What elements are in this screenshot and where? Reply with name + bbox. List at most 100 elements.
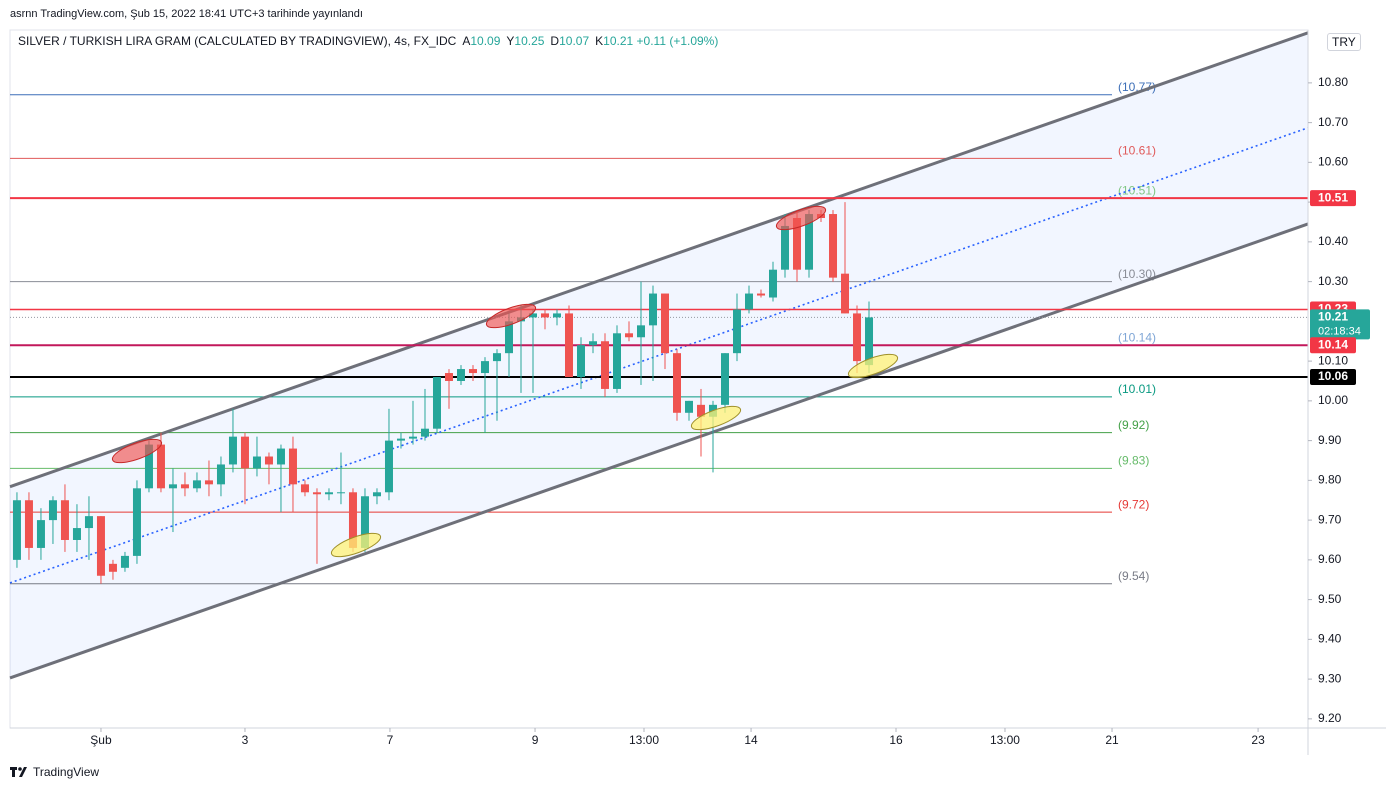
candle-body: [60, 500, 69, 540]
candle-body: [853, 313, 862, 362]
highlight-ellipse: [775, 205, 827, 231]
candle-body: [252, 456, 261, 469]
price-tag-label: 10.51: [1318, 190, 1348, 204]
candle-body: [564, 313, 573, 378]
candle-body: [384, 440, 393, 493]
ohlc-value: 10.09: [470, 34, 501, 48]
y-tick-label: 10.70: [1318, 115, 1348, 129]
candle-body: [456, 369, 465, 381]
candle-body: [769, 269, 778, 298]
candle-body: [108, 563, 117, 572]
candle-body: [180, 484, 189, 489]
x-tick-label: 7: [387, 733, 394, 747]
candle-body: [132, 488, 141, 556]
change: +0.11 (+1.09%): [636, 34, 719, 48]
ohlc-value: 10.07: [559, 34, 590, 48]
y-tick-label: 10.00: [1318, 393, 1348, 407]
candle-body: [841, 273, 850, 314]
y-tick-label: 10.60: [1318, 155, 1348, 169]
highlights: [111, 205, 899, 558]
candle-body: [144, 444, 153, 489]
currency-button[interactable]: TRY: [1327, 33, 1361, 51]
candle-body: [360, 496, 369, 548]
y-tick-label: 9.60: [1318, 552, 1342, 566]
candle-body: [204, 480, 213, 485]
highlight-ellipse: [847, 353, 899, 379]
candle-body: [600, 341, 609, 389]
price-tag: [1310, 190, 1356, 207]
candle-body: [492, 353, 501, 362]
candle-body: [648, 293, 657, 326]
y-tick-label: 10.30: [1318, 274, 1348, 288]
logo: [10, 767, 27, 777]
candle-body: [636, 325, 645, 338]
candle-body: [528, 313, 537, 318]
candle-body: [480, 361, 489, 374]
candle-body: [805, 214, 814, 270]
x-tick-label: 9: [532, 733, 539, 747]
candle-body: [865, 317, 874, 366]
highlight-ellipse: [111, 438, 163, 464]
candle-body: [733, 309, 742, 354]
candle-body: [588, 341, 597, 346]
candle-body: [685, 400, 694, 413]
y-tick-label: 9.80: [1318, 473, 1342, 487]
candle-body: [192, 480, 201, 489]
level-label: (10.51): [1118, 183, 1156, 197]
candle-body: [300, 484, 309, 493]
footer-brand: TradingView: [33, 765, 100, 779]
x-tick-label: 13:00: [990, 733, 1020, 747]
publisher: asrnn TradingView.com, Şub 15, 2022 18:4…: [10, 8, 363, 20]
y-tick-label: 9.20: [1318, 711, 1342, 725]
countdown: 02:18:34: [1318, 325, 1361, 337]
candle-body: [745, 293, 754, 310]
x-tick-label: 23: [1251, 733, 1265, 747]
channel-middle: [9, 127, 1309, 584]
symbol: SILVER / TURKISH LIRA GRAM (CALCULATED B…: [18, 34, 457, 48]
y-tick-label: 9.70: [1318, 512, 1342, 526]
candle-body: [504, 321, 513, 354]
candle-body: [552, 313, 561, 318]
candle-body: [120, 555, 129, 568]
ohlc-value: 10.25: [514, 34, 545, 48]
x-tick-label: 14: [744, 733, 758, 747]
y-tick-label: 10.80: [1318, 75, 1348, 89]
candle-body: [540, 313, 549, 318]
candle-body: [444, 373, 453, 381]
candle-body: [240, 436, 249, 469]
candle-body: [829, 214, 838, 278]
x-tick-label: 13:00: [629, 733, 659, 747]
level-label: (9.83): [1118, 454, 1149, 468]
price-tag: [1310, 337, 1356, 354]
candle-body: [781, 225, 790, 270]
candle-body: [624, 333, 633, 338]
candle-body: [336, 492, 345, 494]
y-tick-label: 9.40: [1318, 632, 1342, 646]
highlight-ellipse: [690, 405, 742, 431]
price-tag: [1310, 369, 1356, 386]
y-tick-label: 9.30: [1318, 671, 1342, 685]
candle-body: [432, 377, 441, 429]
candle-body: [396, 438, 405, 441]
y-tick-label: 9.50: [1318, 592, 1342, 606]
ohlc-key: K: [595, 34, 604, 48]
price-tag-label: 10.06: [1318, 369, 1348, 383]
x-tick-label: 16: [889, 733, 903, 747]
candle-body: [48, 500, 57, 521]
price-tag-label: 10.14: [1318, 337, 1348, 351]
y-tick-label: 10.10: [1318, 353, 1348, 367]
y-tick-label: 10.40: [1318, 234, 1348, 248]
level-label: (9.72): [1118, 497, 1149, 511]
candle-body: [420, 428, 429, 437]
candle-body: [793, 218, 802, 270]
candle-body: [96, 516, 105, 576]
candle-body: [757, 293, 766, 296]
candle-body: [72, 528, 81, 540]
price-tag-label: 10.21: [1318, 310, 1348, 324]
candle-body: [612, 333, 621, 389]
x-tick-label: 21: [1105, 733, 1119, 747]
level-label: (10.14): [1118, 330, 1156, 344]
candle-body: [36, 520, 45, 548]
